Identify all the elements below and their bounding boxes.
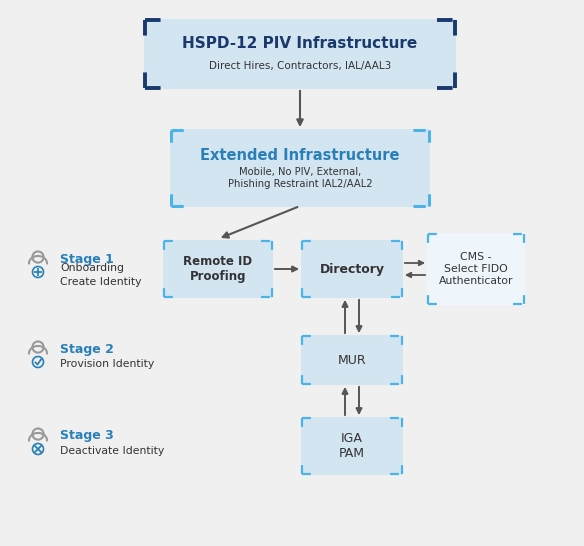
Text: Stage 2: Stage 2 [60, 342, 114, 355]
Text: Directory: Directory [319, 263, 384, 276]
Text: Onboarding
Create Identity: Onboarding Create Identity [60, 263, 141, 287]
Text: MUR: MUR [338, 353, 366, 366]
Text: CMS -
Select FIDO
Authenticator: CMS - Select FIDO Authenticator [439, 252, 513, 286]
FancyBboxPatch shape [301, 335, 403, 385]
Text: Remote ID
Proofing: Remote ID Proofing [183, 255, 252, 283]
Text: Stage 1: Stage 1 [60, 252, 114, 265]
Text: Direct Hires, Contractors, IAL/AAL3: Direct Hires, Contractors, IAL/AAL3 [209, 61, 391, 71]
Text: HSPD-12 PIV Infrastructure: HSPD-12 PIV Infrastructure [182, 37, 418, 51]
Text: IGA
PAM: IGA PAM [339, 432, 365, 460]
Text: Stage 3: Stage 3 [60, 430, 114, 442]
Text: Provision Identity: Provision Identity [60, 359, 154, 369]
FancyBboxPatch shape [163, 240, 273, 298]
FancyBboxPatch shape [170, 129, 430, 207]
FancyBboxPatch shape [144, 19, 456, 89]
Text: Mobile, No PIV, External,
Phishing Restraint IAL2/AAL2: Mobile, No PIV, External, Phishing Restr… [228, 167, 373, 189]
FancyBboxPatch shape [427, 233, 525, 305]
FancyBboxPatch shape [301, 240, 403, 298]
FancyBboxPatch shape [301, 417, 403, 475]
Text: Extended Infrastructure: Extended Infrastructure [200, 147, 400, 163]
Text: Deactivate Identity: Deactivate Identity [60, 446, 164, 456]
